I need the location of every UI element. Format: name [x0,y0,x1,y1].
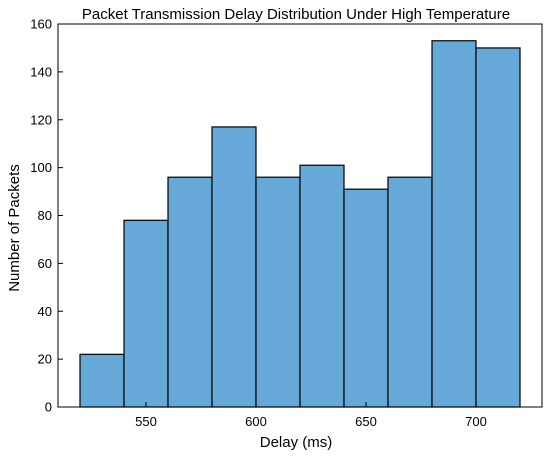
y-tick-label: 160 [30,17,52,32]
histogram-bar [255,176,301,408]
x-tick-label: 650 [355,414,377,429]
y-axis-ticks: 0 20 40 60 80 100 120 140 160 [30,17,63,415]
x-tick-label: 550 [135,414,157,429]
histogram-bar [387,176,433,408]
histogram-bar [343,188,389,408]
y-tick-label: 20 [38,352,52,367]
plot-frame [57,23,543,408]
y-tick-label: 60 [38,256,52,271]
histogram-bar [79,353,125,408]
x-tick-label: 700 [465,414,487,429]
y-tick-label: 80 [38,208,52,223]
y-tick-label: 140 [30,64,52,79]
y-tick-label: 120 [30,112,52,127]
histogram-bar [167,176,213,408]
histogram-bar [431,40,477,408]
x-tick-label: 600 [245,414,267,429]
y-tick-label: 40 [38,304,52,319]
bars-group [79,40,521,408]
x-axis-label: Delay (ms) [260,434,333,451]
y-tick-label: 0 [45,400,52,415]
y-axis-label: Number of Packets [6,164,23,292]
histogram-bar [123,219,169,408]
histogram-bar [475,47,521,408]
histogram-bar [211,126,257,408]
x-axis-ticks: 550 600 650 700 [135,402,487,429]
y-tick-label: 100 [30,160,52,175]
chart-title: Packet Transmission Delay Distribution U… [82,6,510,23]
histogram-bar [299,164,345,408]
